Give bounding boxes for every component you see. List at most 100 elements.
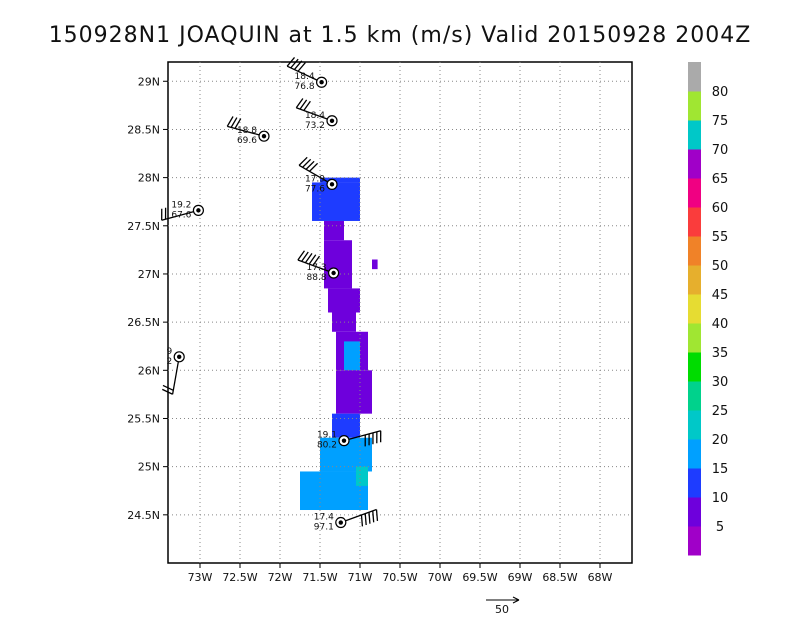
station-label-bottom: 88.8: [307, 273, 327, 283]
colorbar-swatch: [688, 236, 701, 266]
wind-barb-flag: [312, 255, 321, 266]
wind-barb-staff: [298, 164, 333, 185]
x-tick-label: 71W: [348, 571, 373, 584]
wind-barb-flag: [304, 253, 313, 264]
station-label-top: 17.9: [305, 174, 325, 184]
wind-cell: [324, 240, 352, 289]
y-tick-label: 27N: [138, 268, 160, 281]
y-tick-label: 29N: [138, 75, 160, 88]
station-label-top: 9: [166, 347, 172, 357]
station-label-top: 18.4: [305, 111, 325, 121]
observation-station: 19.267.6: [161, 200, 204, 221]
colorbar-label: 40: [712, 317, 729, 332]
station-marker-dot: [329, 182, 335, 187]
observation-station: 92: [162, 347, 185, 395]
y-tick-label: 28.5N: [127, 123, 160, 136]
chart-title: 150928N1 JOAQUIN at 1.5 km (m/s) Valid 2…: [49, 23, 752, 48]
observation-station: 18.473.2: [295, 98, 338, 131]
station-label-top: 17.4: [314, 513, 334, 523]
gridlines: [168, 62, 632, 563]
y-tick-label: 24.5N: [127, 509, 160, 522]
x-tick-label: 72.5W: [222, 571, 257, 584]
x-tick-label: 68.5W: [542, 571, 577, 584]
plot-frame: [167, 61, 633, 564]
wind-barb-flag: [286, 57, 296, 67]
wind-barb-flag: [368, 512, 371, 524]
colorbar-label: 70: [712, 143, 729, 158]
wind-field: [300, 177, 378, 511]
y-tick-label: 26.5N: [127, 316, 160, 329]
wind-cell: [320, 177, 360, 183]
station-marker-dot: [329, 118, 335, 123]
wind-barb-flag: [308, 254, 317, 265]
y-tick-label: 25.5N: [127, 412, 160, 425]
wind-barb-staff: [343, 430, 381, 442]
reference-vector: 50: [486, 596, 520, 616]
wind-cell: [328, 288, 360, 313]
wind-barb-flag: [295, 98, 304, 109]
x-tick-label: 72W: [268, 571, 293, 584]
wind-cell: [372, 259, 378, 270]
station-marker-dot: [177, 354, 182, 360]
x-tick-label: 68W: [588, 571, 613, 584]
colorbar-label: 50: [712, 259, 729, 274]
colorbar-swatch: [688, 497, 701, 527]
colorbar-swatch: [688, 352, 701, 382]
axis-ticks: 73W 72.5W 72W 71.5W 71W 70.5W 70W 69.5W 69W 68.5W…: [127, 75, 612, 584]
station-label-top: 18.4: [295, 72, 315, 82]
station-marker-dot: [261, 133, 267, 139]
observation-station: 17.388.8: [297, 250, 340, 283]
wind-barb-flag: [297, 62, 306, 72]
colorbar-swatch: [688, 410, 701, 440]
station-label-top: 17.3: [307, 263, 327, 273]
colorbar-swatch: [688, 207, 701, 237]
station-label-bottom: 97.1: [314, 523, 334, 533]
x-tick-label: 73W: [188, 571, 213, 584]
wind-barb-flag: [293, 60, 303, 70]
station-label-top: 19.2: [171, 200, 191, 210]
colorbar-swatch: [688, 323, 701, 353]
station-label-bottom: 2: [166, 357, 172, 367]
y-tick-label: 27.5N: [127, 220, 160, 233]
observation-station: 17.977.6: [298, 156, 338, 194]
wind-barb-staff: [296, 107, 333, 122]
wind-barb-flag: [162, 388, 173, 395]
colorbar-swatch: [688, 294, 701, 324]
wind-barb-flag: [301, 251, 309, 262]
station-marker-dot: [196, 208, 201, 213]
wind-barb-flag: [299, 99, 308, 110]
station-label-bottom: 67.6: [171, 210, 191, 220]
wind-barb-flag: [226, 116, 234, 127]
wind-barb-flag: [360, 514, 364, 527]
wind-barb-flag: [230, 117, 238, 128]
colorbar-label: 80: [712, 85, 729, 100]
plot-area: 73W 72.5W 72W 71.5W 71W 70.5W 70W 69.5W 69W 68.5W…: [127, 57, 633, 584]
observation-station: 18.476.8: [286, 57, 328, 92]
wind-barb-flag: [372, 510, 375, 523]
observations: 18.476.818.473.218.869.617.977.619.267.6…: [161, 57, 382, 533]
wind-barb-staff: [286, 65, 322, 83]
colorbar: 5 10 15 20 25 30 35 40 45 50 55 60 65 70 75 80: [688, 62, 728, 556]
station-label-top: 18.8: [237, 126, 257, 136]
wind-barb-staff: [171, 356, 180, 395]
x-tick-label: 71.5W: [302, 571, 337, 584]
wind-cell: [344, 341, 360, 371]
colorbar-swatch: [688, 468, 701, 498]
x-tick-label: 70W: [428, 571, 453, 584]
wind-cell: [324, 220, 344, 241]
observation-station: 19.180.2: [317, 430, 382, 451]
station-label-bottom: 76.8: [295, 82, 315, 92]
wind-barb-flag: [290, 58, 299, 69]
colorbar-swatch: [688, 178, 701, 208]
y-tick-label: 28N: [138, 172, 160, 185]
station-label-bottom: 77.6: [305, 184, 325, 194]
colorbar-label: 55: [712, 230, 729, 245]
x-tick-label: 69W: [508, 571, 533, 584]
colorbar-swatch: [688, 439, 701, 469]
wind-barb-flag: [305, 160, 315, 170]
wind-barb-flag: [298, 156, 308, 166]
station-marker-dot: [338, 520, 343, 525]
colorbar-label: 30: [712, 375, 729, 390]
wind-barb-flag: [375, 509, 379, 521]
colorbar-label: 75: [712, 114, 729, 129]
